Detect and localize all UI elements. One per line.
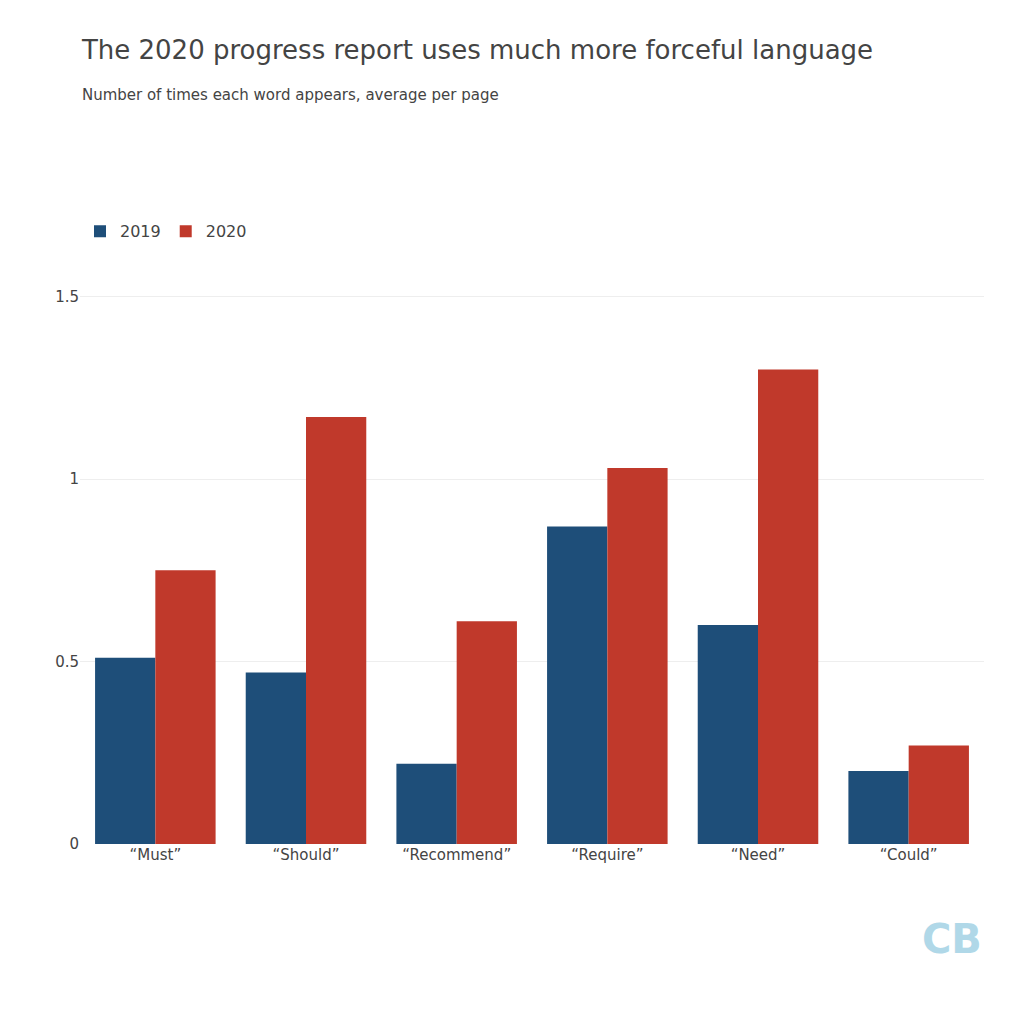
svg-text:“Should”: “Should” [273,846,340,864]
svg-text:Number of times each word appe: Number of times each word appears, avera… [82,86,499,104]
svg-text:0: 0 [69,835,79,853]
svg-text:“Require”: “Require” [571,846,643,864]
svg-text:“Need”: “Need” [731,846,786,864]
svg-text:0.5: 0.5 [55,653,79,671]
svg-text:“Must”: “Must” [129,846,181,864]
svg-text:“Could”: “Could” [880,846,938,864]
svg-text:1.5: 1.5 [55,288,79,306]
svg-text:“Recommend”: “Recommend” [402,846,511,864]
svg-text:CB: CB [922,916,982,962]
svg-text:1: 1 [69,470,79,488]
svg-text:2019: 2019 [120,222,161,241]
svg-text:2020: 2020 [206,222,247,241]
svg-text:The 2020 progress report uses: The 2020 progress report uses much more … [81,35,873,65]
